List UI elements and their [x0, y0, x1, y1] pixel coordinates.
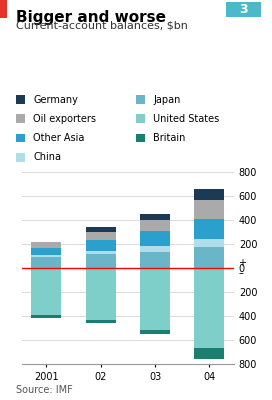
Bar — [86, 250, 116, 254]
Text: Oil exporters: Oil exporters — [33, 114, 97, 124]
Bar — [31, 242, 61, 248]
Text: Other Asia: Other Asia — [33, 133, 85, 143]
Text: +: + — [238, 258, 246, 268]
Bar — [194, 219, 224, 239]
Bar — [194, 200, 224, 219]
Bar — [194, 348, 224, 359]
Bar — [86, 254, 116, 268]
Bar — [86, 232, 116, 240]
Text: Source: IMF: Source: IMF — [16, 385, 73, 395]
Text: Germany: Germany — [33, 95, 78, 105]
Bar — [31, 257, 61, 268]
Bar — [140, 214, 170, 220]
Text: Japan: Japan — [153, 95, 181, 105]
Bar — [194, 247, 224, 268]
Text: United States: United States — [153, 114, 220, 124]
Bar — [194, 268, 224, 348]
Bar — [194, 189, 224, 200]
Bar — [31, 315, 61, 318]
Bar — [140, 220, 170, 231]
Bar — [140, 330, 170, 334]
Text: Bigger and worse: Bigger and worse — [16, 10, 166, 25]
Bar — [31, 255, 61, 257]
Bar — [31, 248, 61, 255]
Bar — [140, 231, 170, 246]
Bar — [86, 227, 116, 232]
Bar — [86, 320, 116, 323]
Bar — [194, 239, 224, 247]
Text: Britain: Britain — [153, 133, 186, 143]
Text: 3: 3 — [239, 3, 248, 16]
Bar — [86, 268, 116, 320]
Text: Current-account balances, $bn: Current-account balances, $bn — [16, 20, 188, 30]
Bar — [86, 240, 116, 250]
Bar — [140, 246, 170, 252]
Text: China: China — [33, 152, 61, 162]
Bar — [31, 268, 61, 315]
Text: –: – — [238, 268, 243, 278]
Bar — [140, 268, 170, 330]
Bar — [140, 252, 170, 268]
